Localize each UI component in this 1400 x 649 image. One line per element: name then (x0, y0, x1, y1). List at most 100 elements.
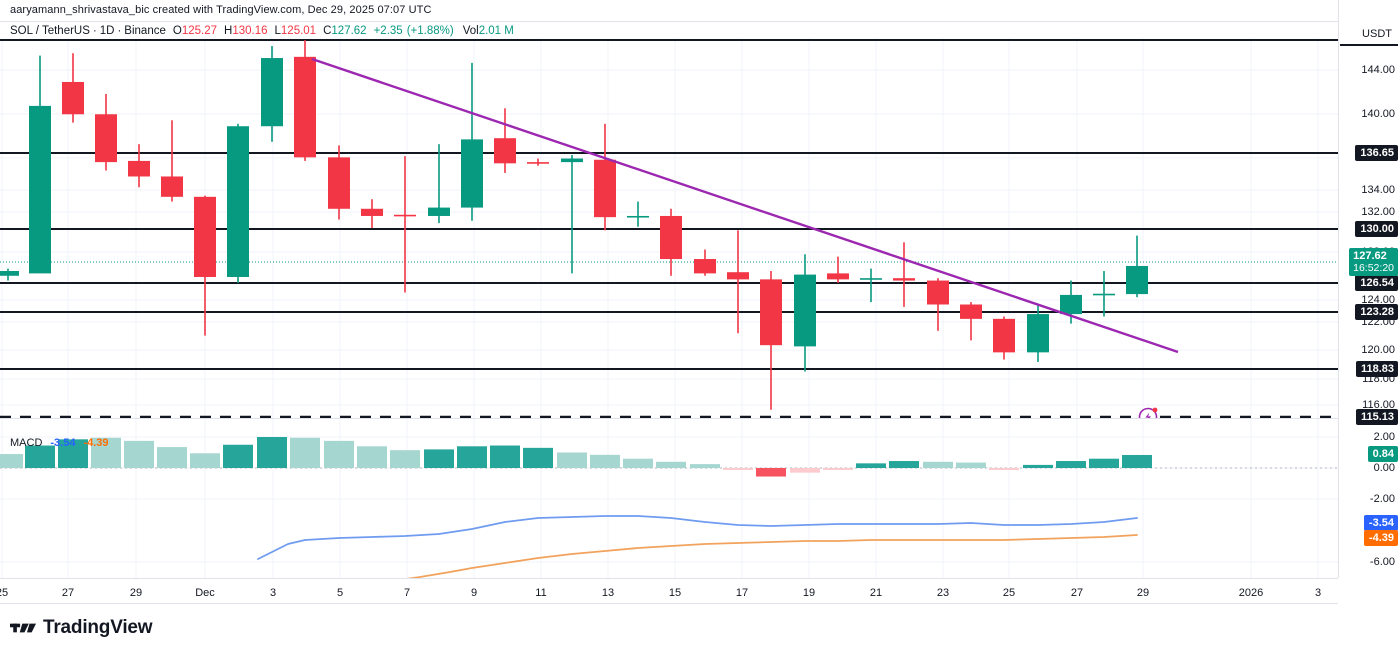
macd-histogram-bar (324, 440, 354, 468)
macd-histogram-bar (424, 449, 454, 468)
candlestick[interactable] (95, 93, 117, 171)
macd-histogram-bar (523, 447, 553, 468)
legend-low-label: L (274, 25, 281, 37)
macd-value-badge[interactable]: -4.39 (1363, 530, 1398, 546)
candlestick[interactable] (627, 201, 649, 227)
candlestick[interactable] (1126, 235, 1148, 298)
candlestick[interactable] (660, 208, 682, 276)
time-axis-tick-label: 3 (269, 587, 277, 599)
time-axis-tick-label: 2026 (1238, 587, 1264, 599)
candlestick[interactable] (328, 145, 350, 220)
candlestick[interactable] (261, 46, 283, 142)
chart-legend[interactable]: SOL / TetherUS · 1D · Binance O 125.27 H… (10, 25, 514, 37)
candle-body (161, 176, 183, 197)
price-level-badge[interactable]: 123.28 (1355, 304, 1398, 320)
macd-legend[interactable]: MACD -3.54 -4.39 (10, 437, 109, 449)
legend-sep-1: · (92, 25, 97, 37)
macd-histogram-bar (590, 454, 620, 468)
legend-interval[interactable]: 1D (99, 25, 115, 37)
candle-body (1126, 265, 1148, 295)
candle-body (0, 271, 19, 276)
price-level-badge[interactable]: 118.83 (1355, 361, 1398, 377)
time-axis-tick-label: 3 (1314, 587, 1322, 599)
legend-volume-label: Vol2.01 M (462, 25, 514, 37)
candlestick[interactable] (893, 242, 915, 307)
macd-histogram-bar (723, 468, 753, 470)
macd-histogram-bar (923, 461, 953, 468)
price-level-badge[interactable]: 136.65 (1355, 145, 1398, 161)
candle-body (993, 318, 1015, 353)
price-level-badge[interactable]: 115.13 (1355, 409, 1398, 425)
macd-histogram-bar (989, 468, 1019, 470)
candlestick[interactable] (29, 55, 51, 274)
candlestick[interactable] (161, 120, 183, 202)
candlestick[interactable] (694, 249, 716, 276)
candlestick[interactable] (527, 158, 549, 166)
macd-histogram-bar (756, 468, 786, 477)
candlestick[interactable] (394, 156, 416, 293)
alert-bolt-icon[interactable] (1138, 407, 1158, 418)
legend-exchange[interactable]: Binance (124, 25, 166, 37)
candlestick[interactable] (0, 268, 19, 281)
candlestick[interactable] (827, 256, 849, 283)
macd-histogram-bar (190, 453, 220, 468)
candlestick[interactable] (428, 144, 450, 224)
price-axis[interactable]: USDT 144.00140.00138.00134.00132.00128.0… (1338, 0, 1400, 578)
price-level-badge[interactable]: 126.54 (1355, 275, 1398, 291)
candlestick[interactable] (927, 278, 949, 331)
legend-open-value: 125.27 (181, 25, 217, 37)
candlestick[interactable] (1027, 304, 1049, 362)
time-axis-tick-label: 5 (336, 587, 344, 599)
alert-icon-ring (1138, 407, 1158, 418)
legend-high-value: 130.16 (232, 25, 268, 37)
candlestick[interactable] (1093, 271, 1115, 317)
price-axis-tick-label: 140.00 (1361, 108, 1395, 120)
legend-change: +2.35 (373, 25, 403, 37)
macd-value-badge[interactable]: -3.54 (1363, 515, 1398, 531)
candlestick[interactable] (727, 230, 749, 334)
candlestick[interactable] (760, 271, 782, 410)
candlestick[interactable] (860, 268, 882, 303)
macd-indicator-pane[interactable] (0, 419, 1338, 578)
macd-histogram-bar (290, 437, 320, 468)
trendline[interactable] (311, 57, 1179, 354)
candle-body (527, 162, 549, 164)
candlestick[interactable] (294, 40, 316, 161)
candle-body (1027, 314, 1049, 353)
time-axis-tick-label: 15 (668, 587, 682, 599)
macd-value-badge[interactable]: 0.84 (1367, 446, 1398, 462)
candlestick[interactable] (461, 62, 483, 221)
price-level-badge[interactable]: 130.00 (1355, 221, 1398, 237)
price-chart-pane[interactable] (0, 38, 1338, 418)
candle-body (694, 259, 716, 274)
candle-body (95, 114, 117, 163)
legend-symbol[interactable]: SOL / TetherUS (10, 25, 90, 37)
candlestick[interactable] (594, 123, 616, 231)
candlestick[interactable] (993, 316, 1015, 360)
candlestick[interactable] (128, 144, 150, 188)
candlestick[interactable] (494, 108, 516, 173)
candlestick[interactable] (194, 195, 216, 336)
candlestick[interactable] (561, 154, 583, 274)
candle-body (194, 196, 216, 277)
candlestick[interactable] (62, 53, 84, 123)
macd-axis-tick-label: -6.00 (1369, 556, 1395, 568)
time-axis[interactable]: 25 27 29 Dec 3 5 7 9 11 13 15 17 19 21 23 25 27 29 2026 3 (0, 578, 1338, 604)
tradingview-branding: TradingView (10, 617, 153, 639)
time-axis-tick-label: 29 (129, 587, 143, 599)
candle-body (394, 214, 416, 217)
candlestick[interactable] (361, 199, 383, 228)
current-price-badge[interactable]: 127.62 16:52:20 (1349, 248, 1398, 276)
candle-body (561, 158, 583, 163)
candlestick[interactable] (227, 123, 249, 283)
macd-histogram-bar (0, 454, 23, 468)
candlestick[interactable] (960, 302, 982, 341)
candle-body (1093, 293, 1115, 296)
candle-body (660, 215, 682, 260)
candlestick[interactable] (794, 254, 816, 372)
legend-change-percent: (+1.88%) (406, 25, 454, 37)
pane-separator[interactable] (0, 418, 1338, 419)
time-axis-tick-label: Dec (195, 587, 215, 599)
candle-body (428, 207, 450, 216)
candle-body (361, 208, 383, 216)
